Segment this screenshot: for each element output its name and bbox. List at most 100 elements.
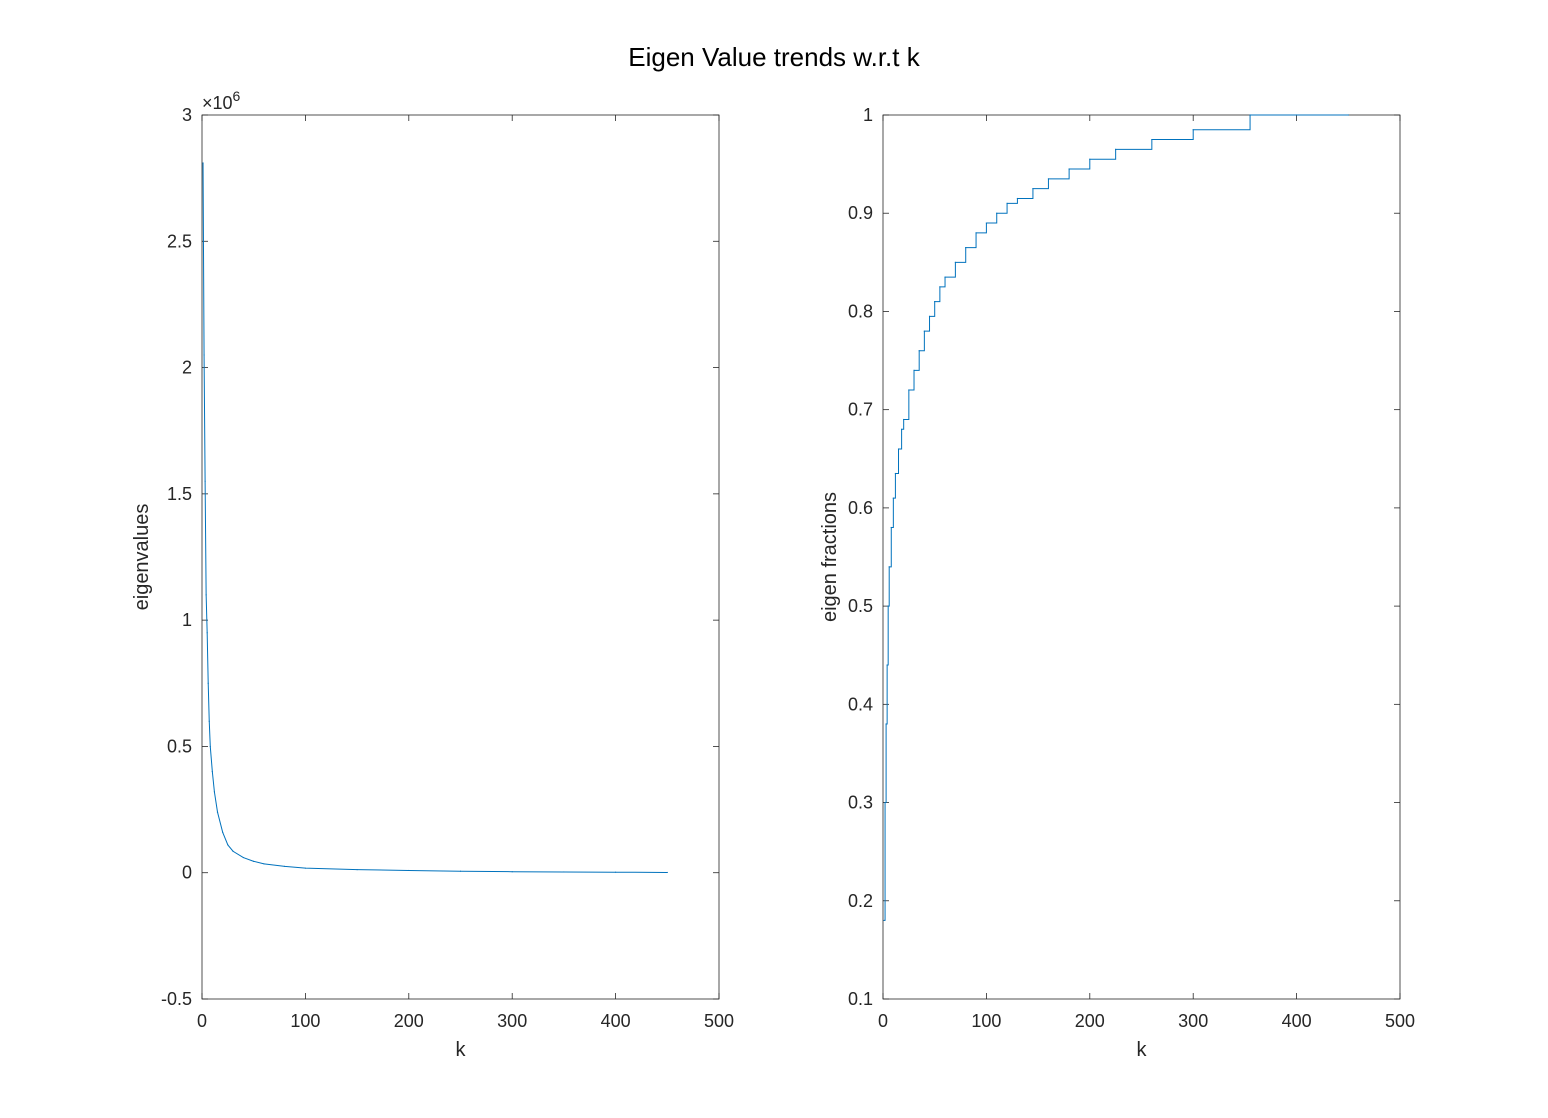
axes-left: 0 100 200 300 400 500-0.500.511.522.53×106kei… <box>131 88 734 1061</box>
y-tick-label: 1 <box>863 105 873 125</box>
data-point <box>1192 129 1194 131</box>
data-point <box>202 162 204 164</box>
data-point <box>356 869 358 871</box>
y-tick-label: 0.8 <box>848 301 873 321</box>
y-tick-label: 2.5 <box>167 231 192 251</box>
x-tick-label: 100 <box>290 1011 320 1031</box>
y-tick-label: 0.5 <box>167 736 192 756</box>
data-point <box>908 389 910 391</box>
data-point <box>884 801 886 804</box>
x-tick-label: 200 <box>394 1011 424 1031</box>
x-tick-label: 200 <box>1075 1011 1105 1031</box>
data-point <box>263 863 265 865</box>
data-point <box>1151 138 1153 141</box>
y-tick-label: 0.5 <box>848 596 873 616</box>
data-point <box>928 315 931 317</box>
data-point <box>216 811 219 813</box>
y-tick-label: 0.1 <box>848 989 873 1009</box>
data-point <box>208 720 210 722</box>
x-tick-label: 0 <box>197 1011 207 1031</box>
figure-title: Eigen Value trends w.r.t k <box>628 42 920 72</box>
x-tick-label: 400 <box>1282 1011 1312 1031</box>
data-point <box>890 526 892 529</box>
x-tick-label: 100 <box>971 1011 1001 1031</box>
data-point <box>1068 168 1070 170</box>
x-axis-label: k <box>456 1039 467 1061</box>
data-point <box>408 869 410 872</box>
data-point <box>304 867 306 869</box>
data-point <box>886 664 888 666</box>
axes-box <box>201 114 720 1000</box>
data-point <box>996 212 998 214</box>
y-multiplier: ×10 <box>202 93 233 113</box>
data-point <box>213 791 216 793</box>
data-point <box>954 261 956 263</box>
data-point <box>1347 114 1349 116</box>
data-point <box>1249 114 1251 116</box>
data-point <box>207 682 209 684</box>
y-tick-label: 0.7 <box>848 400 873 420</box>
data-point <box>222 831 224 833</box>
data-point <box>944 276 946 278</box>
y-tick-label: 3 <box>182 105 192 125</box>
x-axis-label: k <box>1137 1039 1148 1061</box>
x-tick-label: 0 <box>878 1011 888 1031</box>
data-point <box>934 301 936 303</box>
data-point <box>205 594 207 596</box>
data-point <box>563 871 565 873</box>
data-point <box>232 850 234 852</box>
y-axis-label: eigenvalues <box>131 504 153 611</box>
y-tick-label: 0.2 <box>848 891 873 911</box>
data-point <box>1032 188 1034 190</box>
data-point <box>888 566 890 568</box>
y-tick-label: 1 <box>182 610 192 630</box>
y-tick-label: 2 <box>182 358 192 378</box>
y-tick-label: 0.9 <box>848 203 873 223</box>
axes-box <box>882 114 1401 1000</box>
data-point <box>901 428 903 430</box>
data-point <box>206 632 208 634</box>
x-tick-label: 500 <box>704 1011 734 1031</box>
data-point <box>897 448 900 450</box>
data-point <box>885 723 887 725</box>
data-point <box>975 232 977 234</box>
y-tick-label: 0 <box>182 863 192 883</box>
data-point <box>227 844 229 846</box>
data-point <box>203 354 205 356</box>
y-tick-label: 1.5 <box>167 484 192 504</box>
data-point <box>892 497 894 499</box>
data-point <box>253 860 255 862</box>
data-point <box>615 871 617 873</box>
data-point <box>1047 178 1050 180</box>
data-point <box>459 870 462 872</box>
x-tick-label: 400 <box>601 1011 631 1031</box>
y-tick-label: 0.3 <box>848 793 873 813</box>
data-point <box>209 745 211 748</box>
data-point <box>913 369 915 371</box>
data-point <box>918 350 920 352</box>
x-tick-label: 300 <box>1178 1011 1208 1031</box>
series-line <box>884 114 1349 921</box>
data-point <box>211 771 213 773</box>
y-axis-label: eigen fractions <box>819 492 841 622</box>
y-tick-label: 0.6 <box>848 498 873 518</box>
data-point <box>985 222 988 224</box>
data-point <box>939 286 941 288</box>
data-point <box>511 871 513 873</box>
data-point <box>903 418 905 421</box>
data-point <box>1016 197 1019 200</box>
data-point <box>1296 114 1298 116</box>
data-point <box>284 865 286 868</box>
data-point <box>923 330 925 332</box>
data-point <box>204 480 206 482</box>
data-point <box>242 856 244 859</box>
data-point <box>887 605 889 607</box>
y-tick-label: -0.5 <box>161 989 192 1009</box>
y-exponent: 6 <box>233 88 241 104</box>
data-point <box>965 247 967 249</box>
data-point <box>1115 148 1117 150</box>
data-point <box>1006 202 1008 204</box>
data-point <box>894 472 897 475</box>
data-point <box>883 919 885 922</box>
